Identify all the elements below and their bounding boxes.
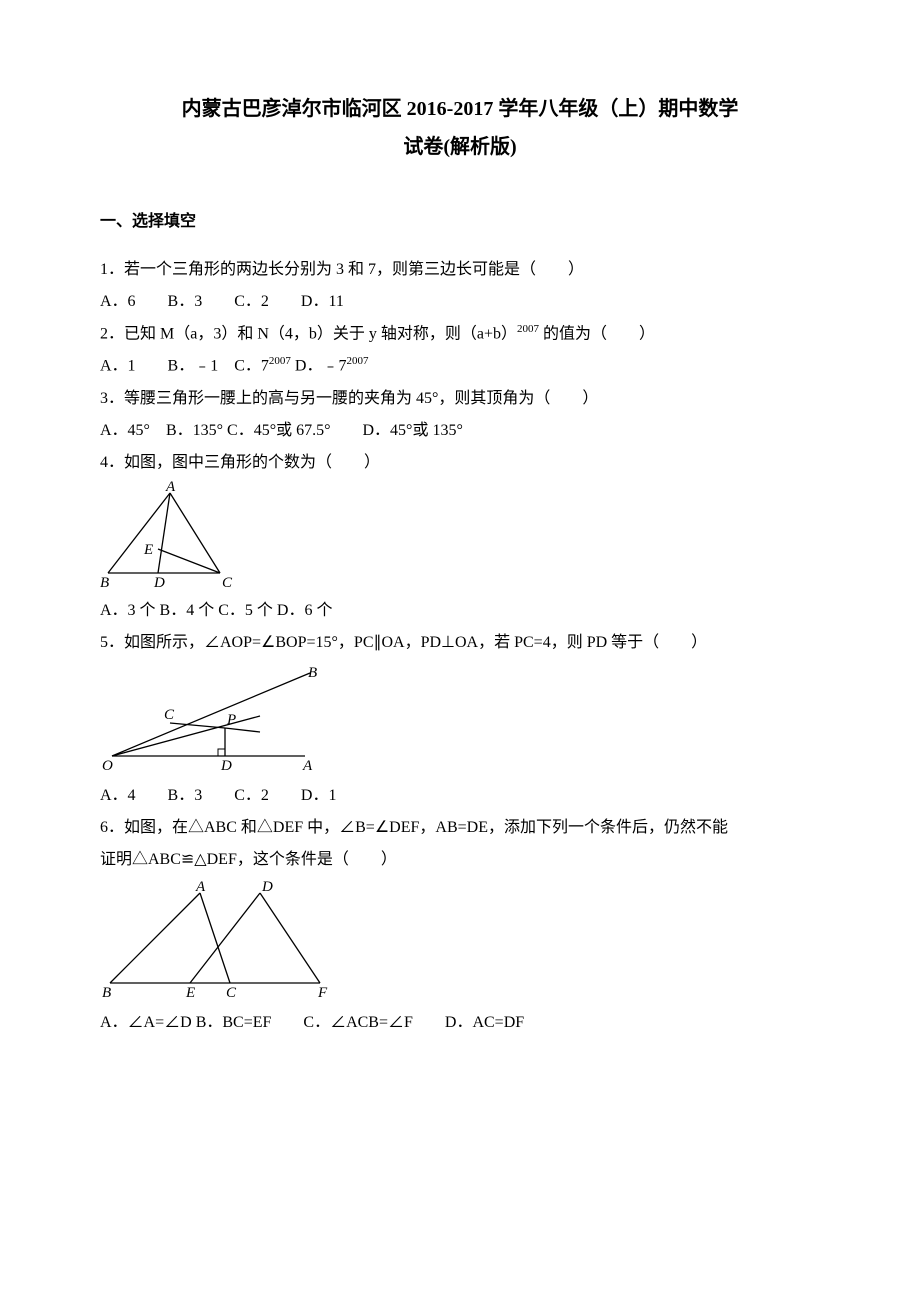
- figure-q6: A D B E C F: [100, 878, 820, 1003]
- svg-text:D: D: [220, 758, 232, 774]
- question-2-options: A．1 B．﹣1 C．72007 D．﹣72007: [100, 350, 820, 382]
- svg-text:E: E: [185, 985, 195, 1001]
- figure-q4: A B C D E: [100, 481, 820, 591]
- svg-text:D: D: [261, 879, 273, 895]
- question-6-options: A．∠A=∠D B．BC=EF C．∠ACB=∠F D．AC=DF: [100, 1007, 820, 1039]
- q2-opts-pre: A．1 B．﹣1 C．7: [100, 358, 269, 375]
- svg-text:A: A: [302, 758, 313, 774]
- question-1: 1．若一个三角形的两边长分别为 3 和 7，则第三边长可能是（ ）: [100, 254, 820, 286]
- question-5-options: A．4 B．3 C．2 D．1: [100, 780, 820, 812]
- q2-pre: 2．已知 M（a，3）和 N（4，b）关于 y 轴对称，则（a+b）: [100, 325, 517, 342]
- svg-text:A: A: [165, 481, 176, 495]
- svg-text:A: A: [195, 879, 206, 895]
- section-1-heading: 一、选择填空: [100, 206, 820, 238]
- svg-text:C: C: [226, 985, 237, 1001]
- svg-text:F: F: [317, 985, 328, 1001]
- q2-opts-mid: D．﹣7: [291, 358, 347, 375]
- q2-opts-exp2: 2007: [346, 355, 368, 367]
- svg-text:O: O: [102, 758, 113, 774]
- question-3-options: A．45° B．135° C．45°或 67.5° D．45°或 135°: [100, 415, 820, 447]
- question-5: 5．如图所示，∠AOP=∠BOP=15°，PC∥OA，PD⊥OA，若 PC=4，…: [100, 627, 820, 659]
- question-1-options: A．6 B．3 C．2 D．11: [100, 286, 820, 318]
- svg-text:C: C: [164, 707, 175, 723]
- question-4: 4．如图，图中三角形的个数为（ ）: [100, 447, 820, 479]
- svg-text:C: C: [222, 575, 233, 591]
- q2-mid: 的值为（ ）: [539, 325, 655, 342]
- svg-text:B: B: [102, 985, 111, 1001]
- question-6-line2: 证明△ABC≌△DEF，这个条件是（ ）: [100, 844, 820, 876]
- title-line-1: 内蒙古巴彦淖尔市临河区 2016-2017 学年八年级（上）期中数学: [100, 90, 820, 128]
- svg-text:D: D: [153, 575, 165, 591]
- title-line-2: 试卷(解析版): [100, 128, 820, 166]
- page-title: 内蒙古巴彦淖尔市临河区 2016-2017 学年八年级（上）期中数学 试卷(解析…: [100, 90, 820, 166]
- q2-exp: 2007: [517, 323, 539, 335]
- question-4-options: A．3 个 B．4 个 C．5 个 D．6 个: [100, 595, 820, 627]
- figure-q5: O A B C P D: [100, 661, 820, 776]
- q2-opts-exp1: 2007: [269, 355, 291, 367]
- svg-text:E: E: [143, 542, 153, 558]
- question-2: 2．已知 M（a，3）和 N（4，b）关于 y 轴对称，则（a+b）2007 的…: [100, 318, 820, 350]
- svg-text:B: B: [100, 575, 109, 591]
- svg-text:B: B: [308, 665, 317, 681]
- svg-text:P: P: [226, 712, 236, 728]
- question-3: 3．等腰三角形一腰上的高与另一腰的夹角为 45°，则其顶角为（ ）: [100, 383, 820, 415]
- question-6-line1: 6．如图，在△ABC 和△DEF 中，∠B=∠DEF，AB=DE，添加下列一个条…: [100, 812, 820, 844]
